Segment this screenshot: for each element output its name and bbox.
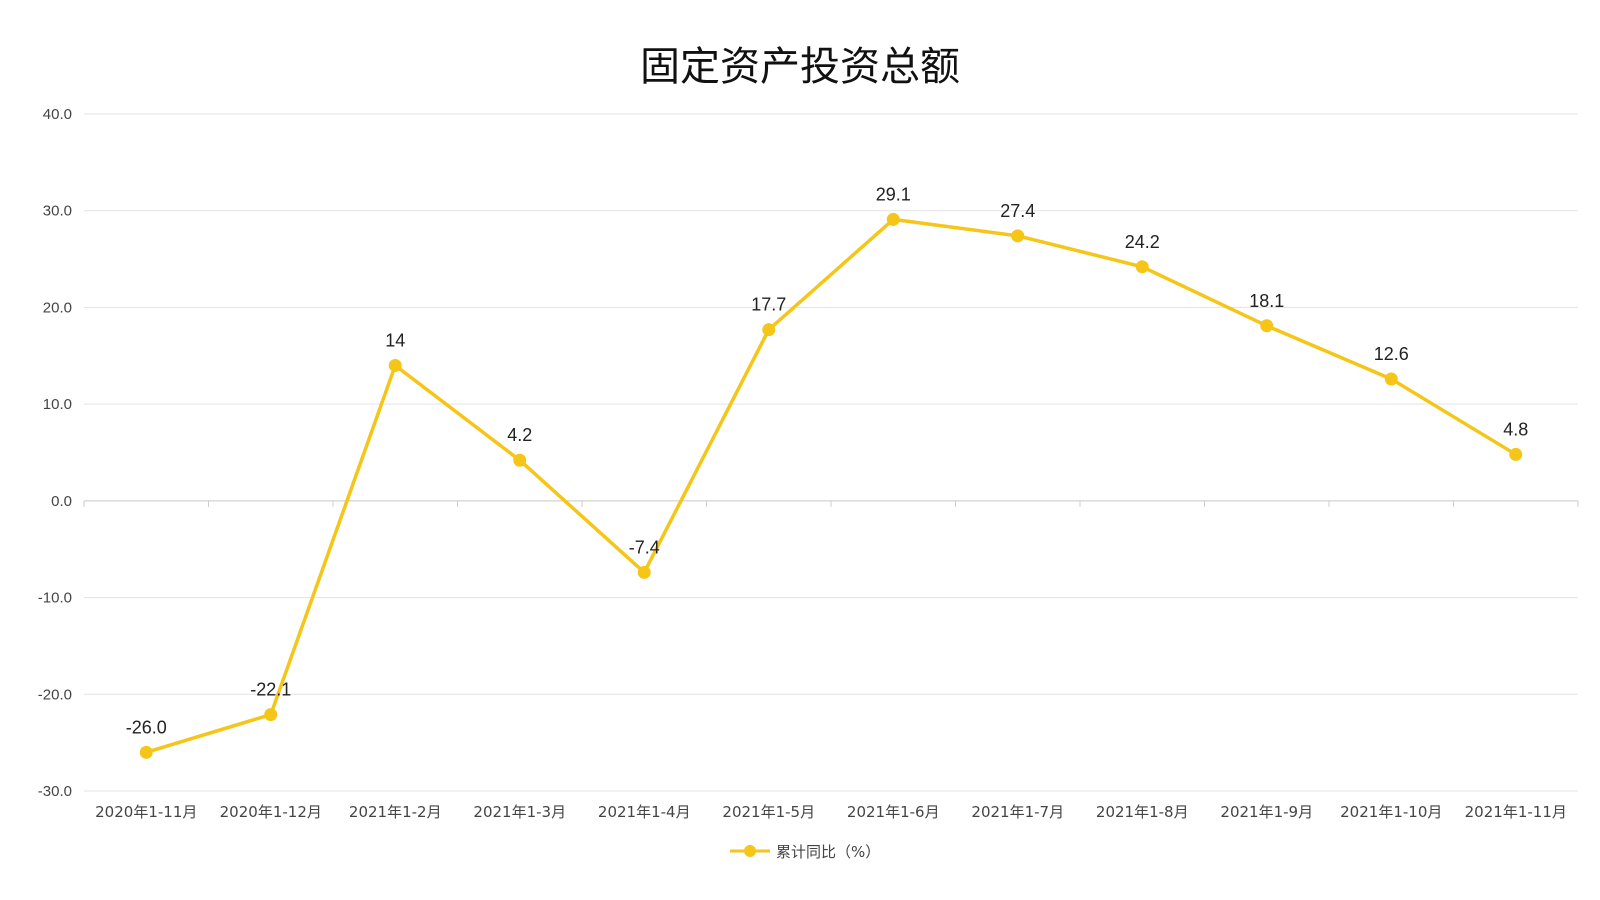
x-tick-label: 2021年1-8月 <box>1096 803 1189 821</box>
x-tick-label: 2021年1-4月 <box>598 803 691 821</box>
gridlines <box>84 113 1578 792</box>
data-point <box>388 358 402 372</box>
y-tick-label: -10.0 <box>38 590 72 607</box>
x-tick-label: 2021年1-3月 <box>473 803 566 821</box>
x-tick-label: 2021年1-6月 <box>847 803 940 821</box>
data-label: 12.6 <box>1374 344 1409 364</box>
y-tick-label: -20.0 <box>38 686 72 703</box>
x-tick-label: 2020年1-12月 <box>220 803 322 821</box>
data-point <box>513 453 527 467</box>
y-tick-label: 30.0 <box>43 203 72 220</box>
data-label: -22.1 <box>250 680 291 700</box>
data-point <box>637 565 651 579</box>
series-line <box>144 217 1518 755</box>
x-tick-label: 2021年1-5月 <box>722 803 815 821</box>
data-point <box>762 323 776 337</box>
data-point <box>1011 229 1025 243</box>
x-tick-label: 2021年1-7月 <box>971 803 1064 821</box>
y-tick-label: 40.0 <box>43 106 72 123</box>
data-point <box>1260 319 1274 333</box>
axes <box>83 500 1579 507</box>
legend[interactable]: 累计同比（%） <box>730 843 880 861</box>
legend-dot-icon <box>744 845 756 857</box>
data-label: -7.4 <box>629 537 660 557</box>
x-tick-label: 2021年1-11月 <box>1465 803 1567 821</box>
data-label: 29.1 <box>876 184 911 204</box>
data-label: 24.2 <box>1125 232 1160 252</box>
chart-title: 固定资产投资总额 <box>640 44 960 90</box>
x-tick-label: 2021年1-2月 <box>349 803 442 821</box>
data-label: 17.7 <box>751 295 786 315</box>
y-axis-ticks: 40.0 30.0 20.0 10.0 0.0 -10.0 -20.0 -30.0 <box>38 106 72 800</box>
data-point <box>886 212 900 226</box>
data-label: 4.2 <box>507 425 532 445</box>
x-tick-label: 2020年1-11月 <box>95 803 197 821</box>
data-point <box>264 708 278 722</box>
data-label: 4.8 <box>1503 419 1528 439</box>
data-label: 14 <box>385 330 405 350</box>
x-tick-label: 2021年1-10月 <box>1340 803 1442 821</box>
data-point <box>139 745 153 759</box>
y-tick-label: 10.0 <box>43 396 72 413</box>
legend-label: 累计同比（%） <box>776 843 880 861</box>
x-axis-ticks: 2020年1-11月 2020年1-12月 2021年1-2月 2021年1-3月 20… <box>95 803 1567 821</box>
y-tick-label: 20.0 <box>43 299 72 316</box>
y-tick-label: -30.0 <box>38 783 72 800</box>
data-point <box>1384 372 1398 386</box>
data-label: -26.0 <box>126 717 167 737</box>
series-layer: -26.0 -22.1 14 4.2 -7.4 17.7 29.1 27.4 24.2 18.1 1… <box>126 184 1528 759</box>
data-label: 18.1 <box>1249 291 1284 311</box>
data-label: 27.4 <box>1000 201 1035 221</box>
y-tick-label: 0.0 <box>51 493 72 510</box>
x-tick-label: 2021年1-9月 <box>1220 803 1313 821</box>
data-point <box>1509 447 1523 461</box>
data-point <box>1135 260 1149 274</box>
